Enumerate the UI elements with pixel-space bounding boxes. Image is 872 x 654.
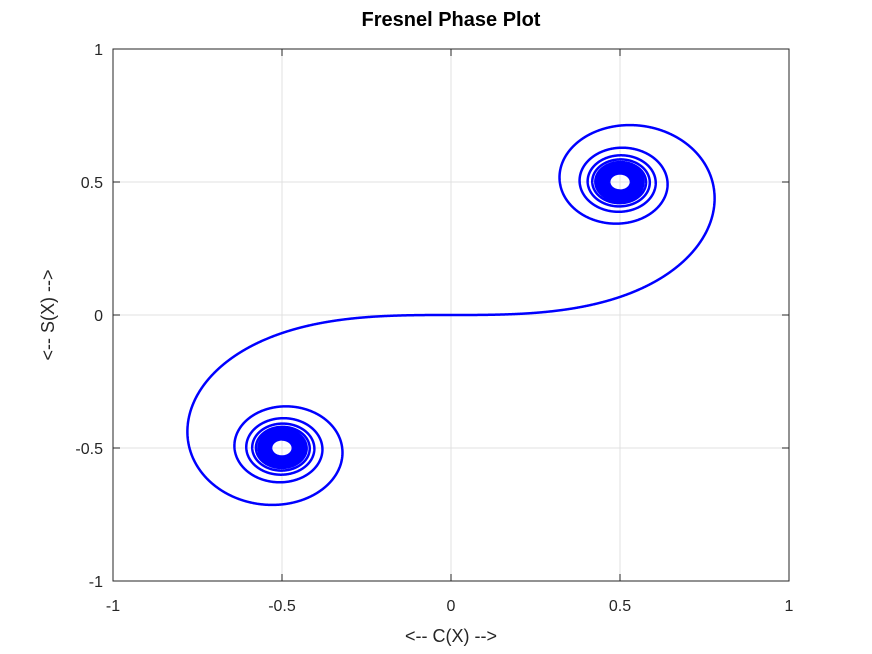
x-tick-label: -0.5 xyxy=(268,598,296,615)
tick-marks xyxy=(112,48,790,582)
y-axis-label: <-- S(X) --> xyxy=(38,269,58,360)
x-tick-label: 0 xyxy=(447,598,456,615)
x-tick-labels: -1 -0.5 0 0.5 1 xyxy=(106,598,794,615)
y-tick-label: 1 xyxy=(94,42,103,59)
fresnel-spiral-line xyxy=(186,123,716,507)
y-tick-label: 0.5 xyxy=(81,175,103,192)
x-tick-label: 1 xyxy=(785,598,794,615)
y-tick-label: -1 xyxy=(89,574,103,591)
x-axis-label: <-- C(X) --> xyxy=(405,626,497,646)
y-tick-label: 0 xyxy=(94,308,103,325)
y-tick-labels: -1 -0.5 0 0.5 1 xyxy=(75,42,103,591)
x-tick-label: 0.5 xyxy=(609,598,631,615)
x-tick-label: -1 xyxy=(106,598,120,615)
chart-title: Fresnel Phase Plot xyxy=(362,9,541,31)
y-tick-label: -0.5 xyxy=(75,441,103,458)
